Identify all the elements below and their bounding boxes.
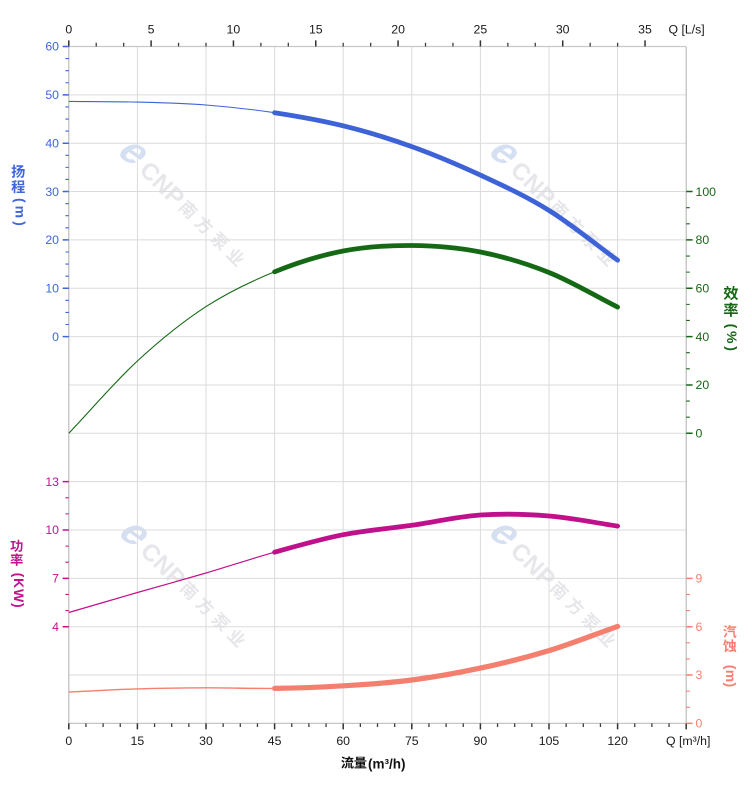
- svg-text:30: 30: [556, 23, 570, 37]
- svg-text:4: 4: [52, 620, 59, 634]
- svg-text:(%): (%): [724, 324, 740, 354]
- svg-text:10: 10: [45, 523, 59, 537]
- svg-text:(m): (m): [723, 665, 739, 688]
- svg-text:5: 5: [148, 23, 155, 37]
- svg-text:30: 30: [45, 185, 59, 199]
- svg-text:0: 0: [65, 23, 72, 37]
- svg-text:10: 10: [45, 281, 59, 295]
- svg-text:30: 30: [199, 734, 213, 748]
- svg-text:0: 0: [52, 330, 59, 344]
- svg-text:3: 3: [696, 668, 703, 682]
- svg-text:35: 35: [638, 23, 652, 37]
- svg-text:10: 10: [227, 23, 241, 37]
- svg-text:Q [L/s]: Q [L/s]: [669, 23, 705, 37]
- svg-text:105: 105: [539, 734, 560, 748]
- svg-text:25: 25: [474, 23, 488, 37]
- svg-text:40: 40: [45, 136, 59, 150]
- svg-text:40: 40: [696, 330, 710, 344]
- svg-text:6: 6: [696, 620, 703, 634]
- svg-text:13: 13: [45, 475, 59, 489]
- svg-text:7: 7: [52, 572, 59, 586]
- svg-text:50: 50: [45, 88, 59, 102]
- svg-text:0: 0: [696, 717, 703, 731]
- svg-text:120: 120: [607, 734, 628, 748]
- svg-text:(m): (m): [12, 198, 28, 229]
- svg-text:9: 9: [696, 572, 703, 586]
- svg-text:20: 20: [391, 23, 405, 37]
- svg-text:20: 20: [45, 233, 59, 247]
- svg-text:15: 15: [131, 734, 145, 748]
- svg-text:Q [m³/h]: Q [m³/h]: [666, 734, 710, 748]
- svg-text:60: 60: [336, 734, 350, 748]
- svg-text:100: 100: [696, 185, 717, 199]
- svg-text:60: 60: [45, 40, 59, 54]
- svg-text:60: 60: [696, 281, 710, 295]
- svg-text:(KW): (KW): [11, 573, 27, 609]
- svg-text:80: 80: [696, 233, 710, 247]
- svg-text:0: 0: [65, 734, 72, 748]
- svg-text:45: 45: [268, 734, 282, 748]
- svg-text:15: 15: [309, 23, 323, 37]
- svg-text:90: 90: [474, 734, 488, 748]
- svg-text:(m³/h): (m³/h): [368, 757, 406, 772]
- svg-text:20: 20: [696, 378, 710, 392]
- svg-text:0: 0: [696, 427, 703, 441]
- svg-text:75: 75: [405, 734, 419, 748]
